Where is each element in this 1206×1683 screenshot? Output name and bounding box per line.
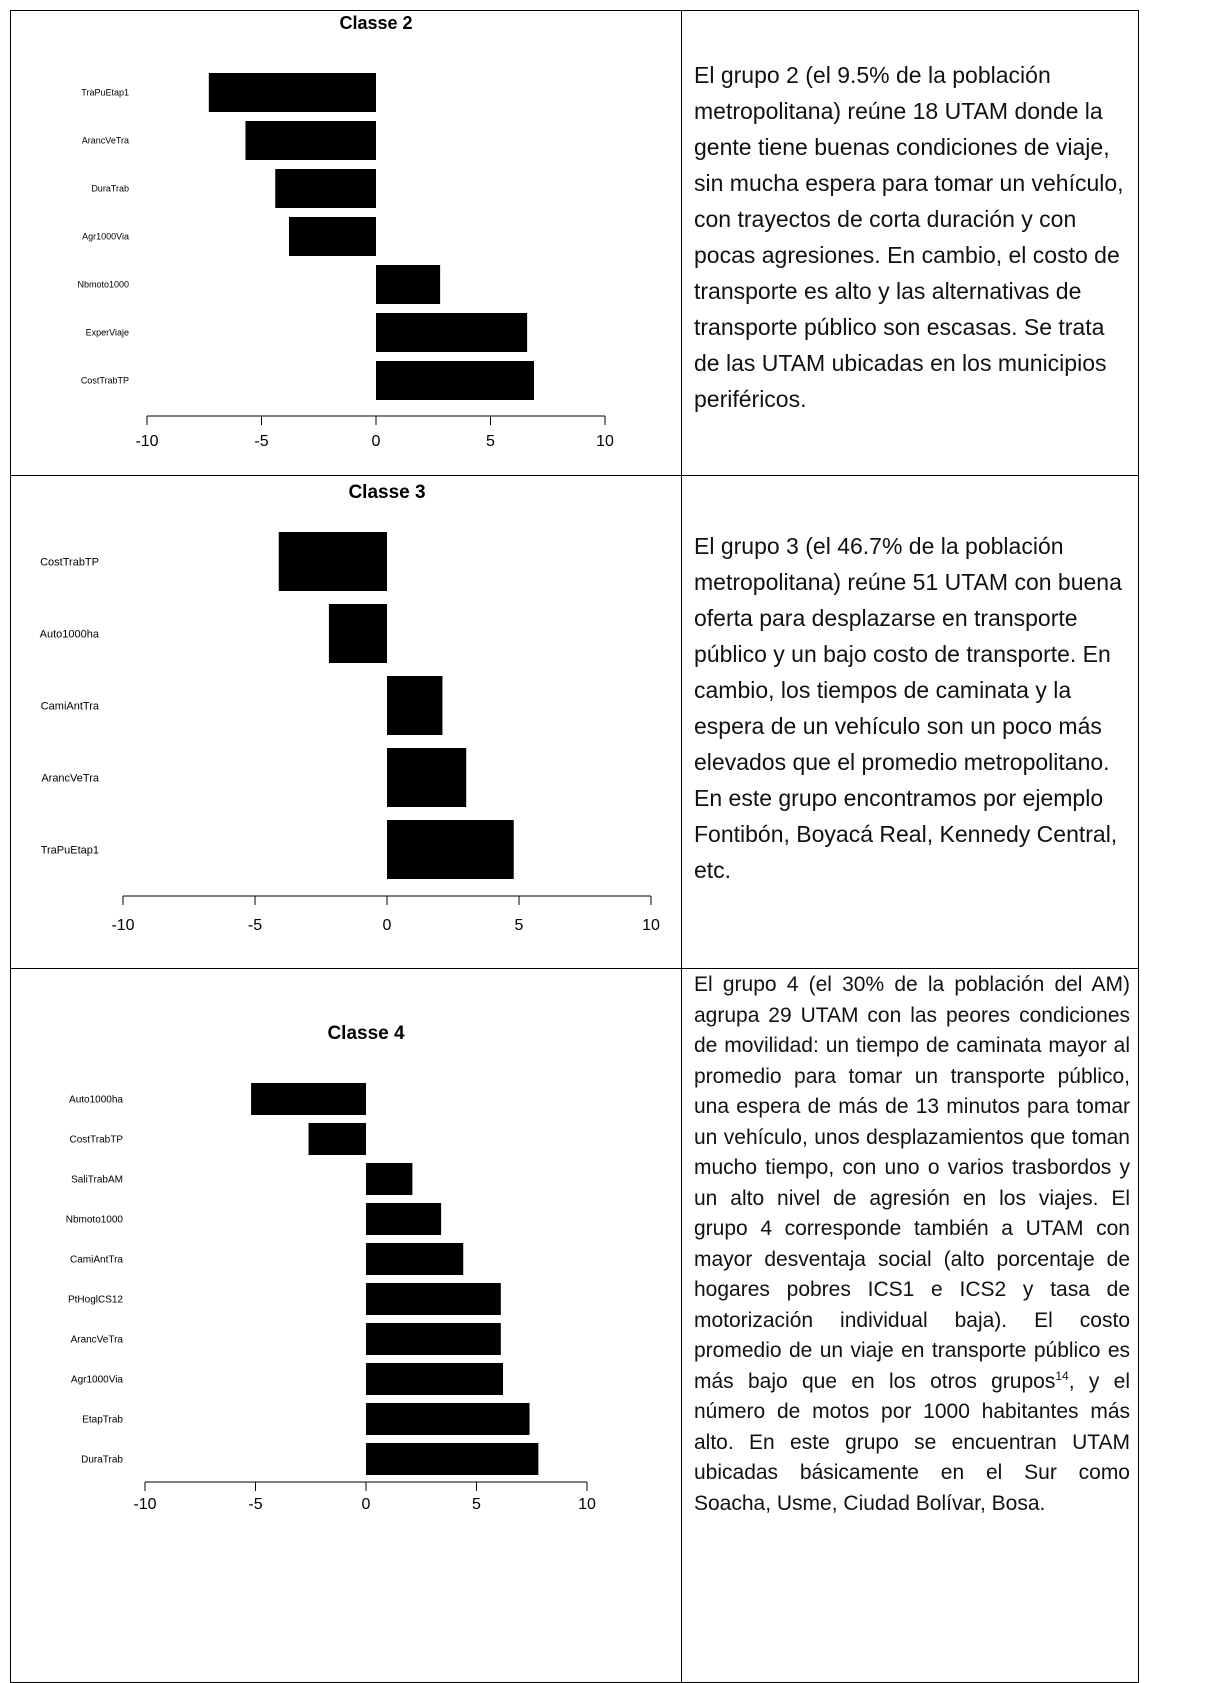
text-cell-grupo-4: El grupo 4 (el 30% de la población del A… <box>681 968 1139 1683</box>
footnote-ref: 14 <box>1055 1368 1069 1383</box>
category-label: TraPuEtap1 <box>41 844 99 856</box>
category-label: Nbmoto1000 <box>77 280 129 290</box>
category-label: ArancVeTra <box>41 772 100 784</box>
chart-title: Classe 2 <box>339 13 412 33</box>
bar-trapuetap1 <box>387 820 514 879</box>
bar-camianttra <box>387 676 443 735</box>
category-label: CostTrabTP <box>40 556 99 568</box>
x-tick-label: 10 <box>578 1496 596 1513</box>
x-tick-label: -10 <box>111 917 134 934</box>
chart-title: Classe 4 <box>327 1023 405 1044</box>
category-label: SaliTrabAM <box>71 1175 123 1186</box>
category-label: Auto1000ha <box>69 1095 123 1106</box>
x-tick-label: -5 <box>254 433 268 450</box>
x-tick-label: 0 <box>383 917 392 934</box>
x-tick-label: -10 <box>135 433 158 450</box>
x-tick-label: 5 <box>472 1496 481 1513</box>
bar-costtrabtp <box>308 1123 366 1155</box>
bar-duratrab <box>275 169 376 208</box>
table-row: Classe 2 TraPuEtap1 ArancVeTra DuraTrab Agr1… <box>10 10 1139 476</box>
bar-salitrabam <box>366 1163 413 1195</box>
bar-trapuetap1 <box>208 73 376 112</box>
bar-chart-classe-2: Classe 2 TraPuEtap1 ArancVeTra DuraTrab Agr1… <box>77 13 614 450</box>
category-label: CamiAntTra <box>41 700 100 712</box>
category-label: ExperViaje <box>86 328 129 338</box>
x-tick-label: 0 <box>372 433 381 450</box>
description-grupo-2: El grupo 2 (el 9.5% de la población metr… <box>694 62 1124 412</box>
x-tick-label: 5 <box>515 917 524 934</box>
category-label: Agr1000Via <box>71 1375 124 1386</box>
table-row: Classe 4 Auto1000ha CostTrabTP SaliTrabAM Nb… <box>10 968 1139 1683</box>
category-label: DuraTrab <box>91 184 129 194</box>
chart-cell-classe-4: Classe 4 Auto1000ha CostTrabTP SaliTrabAM Nb… <box>10 968 682 1683</box>
bar-costtrabtp <box>278 532 387 591</box>
category-label: ArancVeTra <box>82 136 129 146</box>
category-label: PtHoglCS12 <box>68 1295 123 1306</box>
description-grupo-4-part-2: , y el número de motos por 1000 habitant… <box>694 1369 1130 1515</box>
bar-arancvetra <box>366 1323 501 1355</box>
layout-table: Classe 2 TraPuEtap1 ArancVeTra DuraTrab Agr1… <box>10 10 1139 1683</box>
category-label: Nbmoto1000 <box>66 1215 124 1226</box>
bar-camianttra <box>366 1243 464 1275</box>
category-label: Agr1000Via <box>82 232 129 242</box>
category-label: CamiAntTra <box>70 1255 123 1266</box>
bar-costtrabtp <box>376 361 535 400</box>
bar-auto1000ha <box>328 604 387 663</box>
text-cell-grupo-3: El grupo 3 (el 46.7% de la población met… <box>681 475 1139 969</box>
bar-arancvetra <box>387 748 467 807</box>
bar-agr1000via <box>366 1363 504 1395</box>
bar-agr1000via <box>288 217 376 256</box>
category-label: Auto1000ha <box>40 628 100 640</box>
bar-nbmoto1000 <box>376 265 441 304</box>
category-label: TraPuEtap1 <box>81 88 129 98</box>
category-label: ArancVeTra <box>71 1335 124 1346</box>
chart-title: Classe 3 <box>348 482 425 503</box>
bar-experviaje <box>376 313 528 352</box>
chart-cell-classe-2: Classe 2 TraPuEtap1 ArancVeTra DuraTrab Agr1… <box>10 10 682 476</box>
bar-nbmoto1000 <box>366 1203 442 1235</box>
x-tick-label: 5 <box>486 433 495 450</box>
x-tick-label: 10 <box>596 433 614 450</box>
bar-pthoglcs12 <box>366 1283 501 1315</box>
x-tick-label: 10 <box>642 917 660 934</box>
bar-arancvetra <box>245 121 376 160</box>
description-grupo-4: El grupo 4 (el 30% de la población del A… <box>694 970 1130 1519</box>
bar-duratrab <box>366 1443 539 1475</box>
category-label: EtapTrab <box>82 1415 123 1426</box>
text-cell-grupo-2: El grupo 2 (el 9.5% de la población metr… <box>681 10 1139 476</box>
chart-cell-classe-3: Classe 3 CostTrabTP Auto1000ha CamiAntTra Ar… <box>10 475 682 969</box>
table-row: Classe 3 CostTrabTP Auto1000ha CamiAntTra Ar… <box>10 475 1139 969</box>
x-tick-label: -5 <box>248 1496 262 1513</box>
description-grupo-3: El grupo 3 (el 46.7% de la población met… <box>694 533 1122 883</box>
x-tick-label: 0 <box>362 1496 371 1513</box>
x-tick-label: -10 <box>133 1496 156 1513</box>
bar-etaptrab <box>366 1403 530 1435</box>
category-label: CostTrabTP <box>69 1135 123 1146</box>
bar-chart-classe-4: Classe 4 Auto1000ha CostTrabTP SaliTrabAM Nb… <box>66 1023 596 1513</box>
bar-chart-classe-3: Classe 3 CostTrabTP Auto1000ha CamiAntTra Ar… <box>40 482 660 934</box>
category-label: CostTrabTP <box>81 376 129 386</box>
category-label: DuraTrab <box>81 1455 123 1466</box>
bar-auto1000ha <box>251 1083 366 1115</box>
x-tick-label: -5 <box>248 917 262 934</box>
description-grupo-4-part-1: El grupo 4 (el 30% de la población del A… <box>694 973 1130 1393</box>
